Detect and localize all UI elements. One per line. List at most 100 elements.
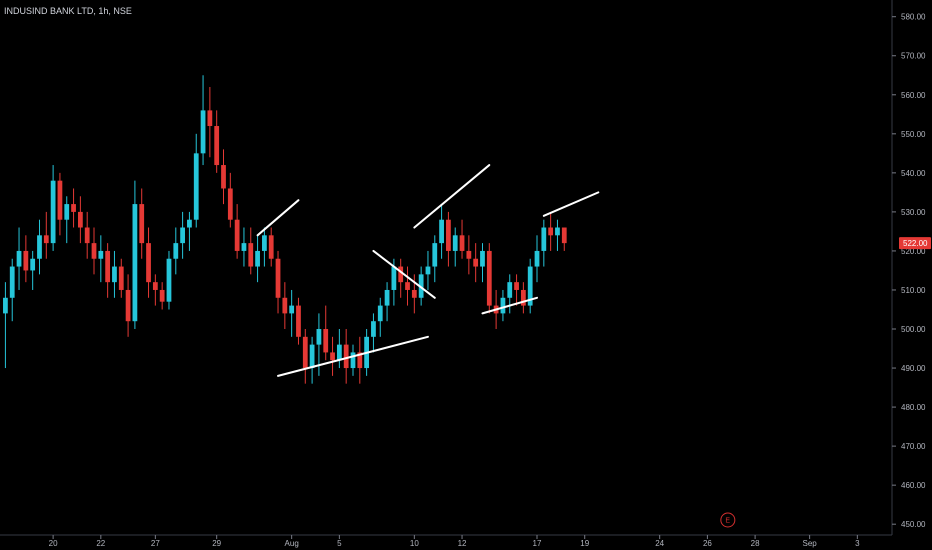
candle[interactable] xyxy=(302,336,308,369)
candle[interactable] xyxy=(473,258,479,267)
candle[interactable] xyxy=(64,204,70,220)
candle[interactable] xyxy=(132,204,138,322)
candle[interactable] xyxy=(411,289,417,298)
candle[interactable] xyxy=(343,344,349,369)
candle[interactable] xyxy=(173,243,179,259)
candle[interactable] xyxy=(255,250,260,267)
candle[interactable] xyxy=(268,235,274,259)
candle[interactable] xyxy=(159,289,165,302)
x-tick-label: 10 xyxy=(410,539,419,548)
candle[interactable] xyxy=(316,329,322,345)
candle[interactable] xyxy=(57,180,63,220)
x-tick-label: 19 xyxy=(580,539,589,548)
candle[interactable] xyxy=(71,204,76,212)
candle[interactable] xyxy=(459,235,465,251)
candle[interactable] xyxy=(275,258,281,298)
candle[interactable] xyxy=(9,266,15,298)
candle[interactable] xyxy=(91,243,97,259)
candle[interactable] xyxy=(152,282,158,290)
candle[interactable] xyxy=(84,227,90,244)
candle[interactable] xyxy=(296,305,301,337)
candle[interactable] xyxy=(166,258,172,302)
candle[interactable] xyxy=(500,297,506,314)
candle[interactable] xyxy=(425,266,431,275)
candle[interactable] xyxy=(30,258,36,271)
candle[interactable] xyxy=(125,289,131,322)
candle[interactable] xyxy=(187,219,192,228)
candle[interactable] xyxy=(555,227,560,236)
candle[interactable] xyxy=(514,282,519,290)
candle[interactable] xyxy=(112,266,117,283)
candle[interactable] xyxy=(193,153,199,220)
candle[interactable] xyxy=(398,266,404,283)
trendline[interactable] xyxy=(277,335,429,377)
candle[interactable] xyxy=(221,165,226,189)
candle[interactable] xyxy=(466,250,472,259)
candle[interactable] xyxy=(289,305,295,314)
candle[interactable] xyxy=(227,188,233,220)
trendline[interactable] xyxy=(413,164,491,229)
event-marker-label: E xyxy=(725,518,730,525)
candle[interactable] xyxy=(323,329,329,353)
trendline[interactable] xyxy=(372,249,436,299)
candle[interactable] xyxy=(432,243,438,267)
candle[interactable] xyxy=(384,289,390,306)
candle[interactable] xyxy=(336,344,342,361)
candle[interactable] xyxy=(541,227,547,251)
candle[interactable] xyxy=(350,352,356,369)
x-tick-label: 26 xyxy=(703,539,712,548)
candle[interactable] xyxy=(43,235,49,244)
candle[interactable] xyxy=(330,352,335,361)
x-tick-label: 24 xyxy=(655,539,664,548)
candle[interactable] xyxy=(507,282,513,298)
earnings-event-marker[interactable]: E xyxy=(720,512,736,528)
y-tick-label: 550.00 xyxy=(901,130,926,139)
candle[interactable] xyxy=(377,305,383,322)
candle[interactable] xyxy=(200,110,206,154)
candle[interactable] xyxy=(391,266,397,290)
trendlines-group xyxy=(256,164,600,377)
candle[interactable] xyxy=(241,243,247,251)
candle[interactable] xyxy=(23,250,29,271)
candle[interactable] xyxy=(139,204,145,244)
candle[interactable] xyxy=(118,266,124,290)
candle[interactable] xyxy=(561,227,567,244)
candle[interactable] xyxy=(234,219,240,251)
candle[interactable] xyxy=(37,235,42,259)
candle[interactable] xyxy=(480,250,485,267)
candle[interactable] xyxy=(16,250,22,267)
candle[interactable] xyxy=(405,282,410,290)
candle[interactable] xyxy=(262,235,267,251)
candle[interactable] xyxy=(309,344,315,369)
candle[interactable] xyxy=(3,297,8,314)
candle[interactable] xyxy=(282,297,288,314)
candle[interactable] xyxy=(439,219,444,244)
candle[interactable] xyxy=(486,250,492,306)
candle[interactable] xyxy=(146,243,151,283)
candle[interactable] xyxy=(452,235,458,251)
candle[interactable] xyxy=(357,352,363,369)
candle[interactable] xyxy=(105,250,111,283)
last-price-badge: 522.00 xyxy=(899,237,931,250)
trendline[interactable] xyxy=(481,296,539,315)
trendline[interactable] xyxy=(542,191,600,217)
candle[interactable] xyxy=(534,250,540,267)
price-axis[interactable]: 450.00 460.00 470.00 480.00 490.00 500.00 510.… xyxy=(892,13,926,529)
time-axis[interactable]: 20 22 27 29 Aug 5 10 12 17 19 24 26 28 Sep 3 xyxy=(49,535,860,548)
candle[interactable] xyxy=(77,211,83,228)
candle[interactable] xyxy=(527,266,533,306)
candle[interactable] xyxy=(548,227,554,236)
x-tick-label: 29 xyxy=(212,539,221,548)
candle[interactable] xyxy=(418,274,424,298)
candle[interactable] xyxy=(180,227,185,244)
trendline[interactable] xyxy=(256,199,300,237)
candle[interactable] xyxy=(371,321,376,337)
candle[interactable] xyxy=(50,180,56,244)
candle[interactable] xyxy=(248,243,254,267)
candle[interactable] xyxy=(214,126,220,166)
candle[interactable] xyxy=(446,219,451,251)
candle[interactable] xyxy=(520,289,526,306)
candle[interactable] xyxy=(98,250,104,259)
candle[interactable] xyxy=(207,110,213,127)
